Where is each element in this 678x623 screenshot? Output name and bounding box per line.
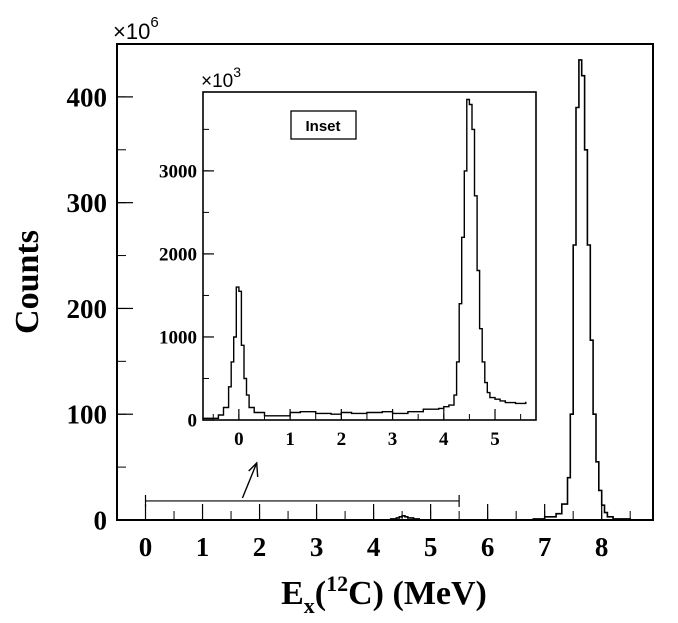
- main-y-tick-label: 0: [94, 505, 108, 535]
- main-x-tick-label: 0: [139, 532, 153, 562]
- x-axis-label: Ex(12C) (MeV): [281, 571, 487, 618]
- main-histogram-line: [128, 59, 631, 521]
- main-y-tick-labels: 0 100 200 300 400: [67, 82, 108, 535]
- main-y-multiplier-base: ×10: [113, 19, 150, 44]
- inset-x-tick-label: 3: [388, 429, 398, 450]
- x-axis-label-superscript: 12: [326, 571, 348, 596]
- inset-y-tick-labels: 0 1000 2000 3000: [159, 162, 197, 432]
- main-y-tick-label: 100: [67, 400, 108, 430]
- main-y-tick-label: 400: [67, 82, 108, 112]
- main-y-tick-label: 300: [67, 188, 108, 218]
- inset-x-tick-label: 4: [439, 429, 449, 450]
- main-y-tick-label: 200: [67, 294, 108, 324]
- main-x-tick-label: 2: [253, 532, 267, 562]
- x-axis-label-tail: C) (MeV): [348, 575, 487, 612]
- inset-y-tick-label: 1000: [159, 328, 197, 349]
- inset-x-tick-label: 5: [490, 429, 500, 450]
- inset-x-tick-label: 2: [337, 429, 347, 450]
- inset-y-multiplier-base: ×10: [201, 71, 233, 92]
- main-axis-ticks: [116, 96, 631, 521]
- bracket-arrow: [241, 462, 258, 499]
- main-x-tick-label: 7: [538, 532, 552, 562]
- inset-y-tick-label: 3000: [159, 162, 197, 183]
- inset-axis-ticks: [203, 128, 522, 421]
- inset-y-tick-label: 2000: [159, 245, 197, 266]
- range-bracket: [144, 461, 460, 507]
- main-x-tick-label: 1: [196, 532, 210, 562]
- inset-x-tick-label: 0: [234, 429, 244, 450]
- inset-y-multiplier: ×103: [201, 64, 241, 92]
- main-x-tick-label: 6: [481, 532, 495, 562]
- inset-x-tick-labels: 0 1 2 3 4 5: [234, 429, 500, 450]
- main-x-tick-label: 3: [310, 532, 324, 562]
- main-y-multiplier-exponent: 6: [150, 14, 158, 31]
- main-x-tick-label: 8: [595, 532, 609, 562]
- main-x-tick-label: 4: [367, 532, 381, 562]
- y-axis-label: Counts: [9, 230, 46, 334]
- x-axis-label-symbol: E: [281, 575, 304, 612]
- main-y-multiplier: ×106: [113, 14, 159, 44]
- inset-legend-box: [290, 110, 357, 140]
- inset-histogram-line: [203, 98, 527, 419]
- inset-y-multiplier-exponent: 3: [233, 64, 241, 80]
- inset-x-tick-label: 1: [285, 429, 295, 450]
- main-x-tick-labels: 0 1 2 3 4 5 6 7 8: [139, 532, 609, 562]
- inset-frame: [202, 91, 537, 421]
- x-axis-label-subscript: x: [304, 593, 315, 618]
- x-axis-label-paren: (: [315, 575, 326, 612]
- inset-legend-label: Inset: [305, 118, 340, 135]
- main-x-tick-label: 5: [424, 532, 438, 562]
- arrow-head: [248, 461, 259, 478]
- inset-y-tick-label: 0: [188, 411, 198, 432]
